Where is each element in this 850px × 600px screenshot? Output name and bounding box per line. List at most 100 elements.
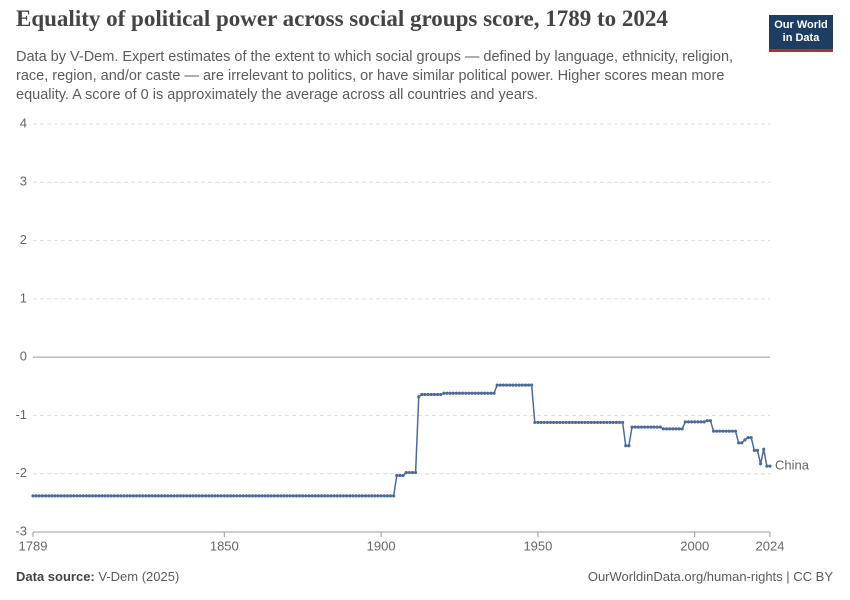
point: [210, 494, 214, 498]
point: [439, 392, 443, 397]
point: [138, 494, 142, 498]
point: [106, 494, 110, 498]
point: [674, 427, 678, 431]
point: [599, 420, 603, 425]
point: [658, 425, 662, 429]
point: [213, 494, 217, 498]
chart: -3 -2 -1 0 1 2 3 4 1789 1850 1900 1950 2000 2024 China: [15, 115, 809, 553]
point: [222, 494, 226, 498]
point: [150, 494, 154, 498]
point: [526, 383, 531, 387]
point: [185, 494, 189, 498]
x-tick-label: 2000: [680, 538, 709, 553]
point: [749, 435, 753, 440]
point: [188, 494, 192, 498]
point: [652, 425, 656, 429]
point: [232, 494, 236, 498]
logo[interactable]: Our World in Data: [769, 15, 833, 52]
point: [219, 494, 223, 498]
point: [404, 470, 408, 475]
point: [445, 391, 449, 395]
point: [313, 494, 317, 498]
point: [319, 494, 324, 498]
point: [555, 420, 559, 425]
point: [696, 420, 700, 424]
point: [457, 391, 462, 395]
point: [40, 494, 45, 498]
point: [508, 383, 512, 387]
point: [56, 494, 60, 498]
point: [636, 425, 640, 429]
point: [611, 420, 615, 425]
point: [181, 494, 186, 498]
point: [448, 391, 452, 395]
point: [461, 391, 465, 395]
point: [479, 391, 484, 395]
point: [730, 429, 734, 433]
point: [163, 494, 167, 498]
point: [200, 494, 204, 498]
point: [307, 494, 311, 498]
point: [467, 391, 471, 395]
point: [34, 494, 38, 498]
point: [762, 447, 766, 451]
point: [332, 494, 336, 498]
point: [175, 494, 179, 498]
point: [112, 494, 117, 498]
point: [589, 420, 593, 425]
point: [247, 494, 251, 498]
point: [81, 494, 85, 498]
point: [363, 494, 368, 498]
y-tick-label: 3: [20, 174, 27, 189]
point: [316, 494, 320, 498]
source: Data source: V-Dem (2025): [16, 569, 179, 584]
y-tick-label: 2: [20, 232, 27, 247]
chart-subtitle: Data by V-Dem. Expert estimates of the e…: [16, 49, 734, 103]
point: [577, 420, 581, 425]
point: [420, 392, 424, 397]
point: [567, 420, 571, 425]
point: [464, 391, 468, 395]
point: [530, 383, 534, 387]
footer-link[interactable]: OurWorldinData.org/human-rights | CC BY: [587, 569, 833, 584]
point: [241, 494, 245, 498]
point: [746, 435, 750, 440]
point: [401, 473, 405, 478]
point: [257, 494, 261, 498]
point: [288, 494, 292, 498]
point: [310, 494, 314, 498]
point: [489, 391, 493, 395]
point: [608, 420, 612, 425]
point: [708, 419, 713, 423]
point: [752, 448, 756, 452]
y-tick-label: 0: [20, 349, 27, 364]
point: [47, 494, 51, 498]
point: [131, 494, 135, 498]
point: [31, 494, 35, 498]
point: [627, 444, 631, 448]
x-tick-label: 2024: [756, 538, 785, 553]
point: [147, 494, 151, 498]
point: [75, 494, 79, 498]
point: [235, 494, 239, 498]
source-label: Data source:: [16, 569, 95, 584]
point: [702, 420, 706, 424]
point: [72, 494, 76, 498]
point: [37, 494, 41, 498]
y-tick-label: 1: [20, 290, 27, 305]
point: [677, 427, 681, 431]
point: [329, 494, 333, 498]
point: [297, 494, 302, 498]
point: [291, 494, 295, 498]
point: [228, 494, 233, 498]
point: [545, 420, 549, 425]
point: [90, 494, 95, 498]
point: [360, 494, 364, 498]
point: [686, 420, 691, 424]
point: [473, 391, 477, 395]
point: [492, 391, 496, 395]
source-text: V-Dem (2025): [98, 569, 180, 584]
point: [144, 494, 148, 498]
point: [272, 494, 277, 498]
point: [570, 420, 575, 425]
